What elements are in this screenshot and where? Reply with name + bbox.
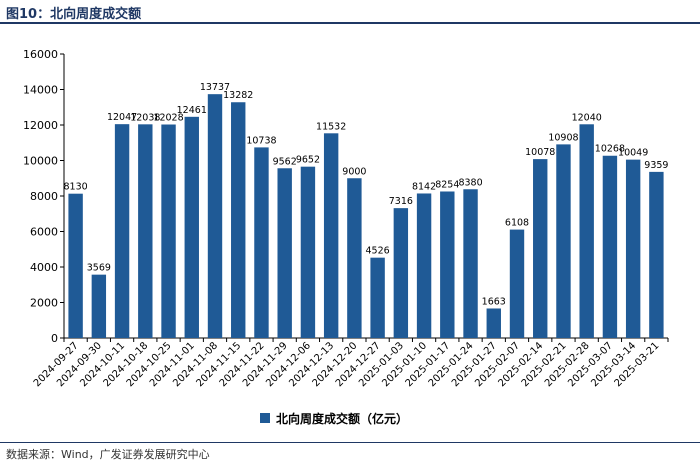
bar-value-label: 3569: [87, 263, 111, 274]
bar: [556, 144, 571, 338]
figure-source: 数据来源：Wind，广发证券发展研究中心: [6, 448, 210, 461]
y-tick-label: 16000: [23, 48, 58, 61]
bar-value-label: 10908: [548, 132, 578, 143]
bar: [323, 133, 339, 338]
bar: [138, 124, 153, 338]
bar: [370, 257, 385, 338]
bar-value-label: 12040: [572, 112, 602, 123]
bar-value-label: 8130: [64, 182, 88, 193]
bar-value-label: 12028: [153, 113, 183, 124]
bar: [509, 229, 525, 338]
bar: [602, 155, 618, 338]
bar-value-label: 9359: [644, 160, 668, 171]
bar: [207, 94, 223, 339]
y-tick-label: 6000: [30, 226, 58, 239]
legend-label: 北向周度成交额（亿元）: [276, 411, 408, 426]
bar: [300, 166, 316, 338]
bar: [114, 124, 130, 339]
x-axis: 2024-09-272024-09-302024-10-112024-10-18…: [32, 337, 669, 389]
bar: [254, 147, 269, 338]
bar: [161, 124, 176, 339]
bar-value-label: 12047: [107, 112, 137, 123]
bar-value-label: 13737: [200, 82, 230, 93]
bar: [533, 159, 548, 338]
bar: [277, 168, 292, 338]
bar: [416, 193, 432, 338]
y-tick-label: 0: [51, 332, 58, 345]
bar-value-label: 9562: [273, 156, 297, 167]
figure-title: 图10：北向周度成交额: [6, 7, 142, 22]
bar-value-label: 9652: [296, 155, 320, 166]
bar-value-label: 10268: [595, 144, 625, 155]
bar-value-label: 11532: [316, 121, 346, 132]
y-axis: 0 2000 4000 6000 8000 10000 12000 14000 16000: [23, 48, 65, 345]
y-tick-label: 2000: [30, 297, 58, 310]
legend-swatch: [260, 413, 270, 423]
bar: [91, 274, 107, 338]
bar-value-label: 9000: [342, 166, 366, 177]
bar-value-label: 8380: [458, 177, 482, 188]
y-tick-label: 12000: [23, 119, 58, 132]
bar: [579, 124, 594, 338]
bar-chart: 0 2000 4000 6000 8000 10000 12000 14000 16000 20…: [23, 48, 669, 426]
y-tick-label: 14000: [23, 84, 58, 97]
figure-header: 图10：北向周度成交额: [0, 0, 700, 24]
bar-value-label: 10738: [246, 135, 276, 146]
bar-value-label: 1663: [482, 296, 506, 307]
bar: [231, 102, 246, 338]
y-tick-label: 4000: [30, 261, 58, 274]
y-tick-label: 10000: [23, 155, 58, 168]
bar-value-label: 12461: [177, 105, 207, 116]
bar: [347, 178, 362, 338]
bar-value-label: 8142: [412, 181, 436, 192]
bar-value-label: 6108: [505, 218, 529, 229]
bar: [393, 208, 409, 338]
bar: [463, 189, 478, 338]
source-rule: [0, 442, 700, 443]
bar-value-label: 8254: [435, 179, 459, 190]
bar: [184, 116, 199, 338]
bar: [625, 159, 641, 338]
bar-value-label: 12038: [130, 112, 160, 123]
bar-value-label: 7316: [389, 196, 413, 207]
bar: [440, 191, 455, 338]
bars: [68, 94, 664, 339]
bar-value-label: 13282: [223, 90, 253, 101]
y-tick-label: 8000: [30, 190, 58, 203]
bar: [649, 171, 664, 338]
bar-value-label: 10049: [618, 148, 648, 159]
bar: [68, 193, 83, 338]
bar-value-label: 4526: [366, 246, 390, 257]
title-rule: [0, 22, 700, 24]
bar-value-label: 10078: [525, 147, 555, 158]
legend: 北向周度成交额（亿元）: [260, 411, 408, 426]
bar: [486, 308, 501, 338]
